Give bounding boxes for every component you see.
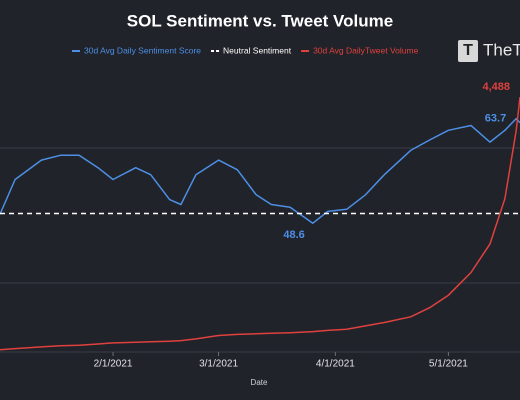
x-tick-label: 2/1/2021 (94, 359, 133, 370)
x-tick-label: 5/1/2021 (429, 359, 468, 370)
logo-icon-letter: T (463, 42, 473, 59)
annotation: 4,488 (482, 81, 510, 93)
x-tick-label: 4/1/2021 (316, 359, 355, 370)
series-line (0, 97, 520, 351)
chart-title: SOL Sentiment vs. Tweet Volume (127, 11, 393, 30)
series-line (0, 117, 520, 224)
logo-icon (458, 40, 478, 62)
logo-text: TheT (483, 40, 520, 59)
legend-label: 30d Avg Daily Sentiment Score (84, 45, 201, 55)
x-axis-label: Date (251, 378, 268, 387)
x-tick-label: 3/1/2021 (199, 359, 238, 370)
legend-label: Neutral Sentiment (223, 45, 292, 55)
annotation: 48.6 (283, 229, 304, 241)
annotation: 63.7 (485, 112, 506, 124)
logo: T TheT (458, 40, 520, 62)
legend-label: 30d Avg DailyTweet Volume (313, 45, 418, 55)
